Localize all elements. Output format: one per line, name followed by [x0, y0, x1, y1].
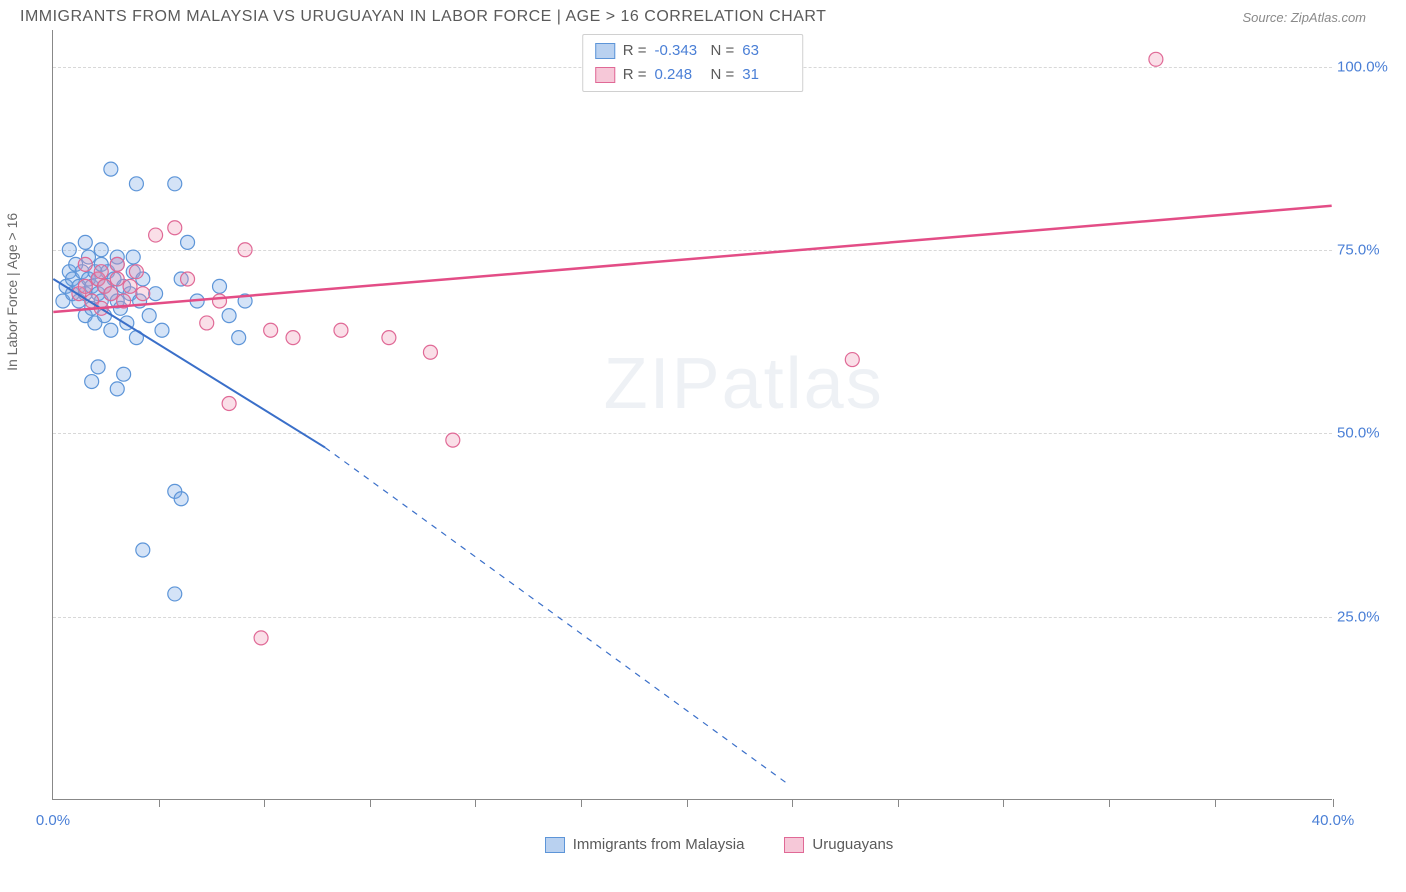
x-tick [898, 799, 899, 807]
scatter-point [168, 177, 182, 191]
scatter-point [238, 243, 252, 257]
scatter-point [168, 587, 182, 601]
x-tick [1003, 799, 1004, 807]
scatter-point [136, 287, 150, 301]
x-tick [1333, 799, 1334, 807]
legend-swatch-icon [595, 43, 615, 59]
chart-header: IMMIGRANTS FROM MALAYSIA VS URUGUAYAN IN… [0, 0, 1406, 30]
scatter-point [78, 279, 92, 293]
x-tick-label: 0.0% [36, 812, 70, 829]
scatter-point [286, 331, 300, 345]
scatter-point [845, 353, 859, 367]
scatter-point [78, 235, 92, 249]
scatter-point [264, 323, 278, 337]
scatter-point [142, 309, 156, 323]
x-tick-label: 40.0% [1312, 812, 1355, 829]
scatter-point [232, 331, 246, 345]
x-tick [581, 799, 582, 807]
scatter-point [149, 287, 163, 301]
scatter-point [136, 543, 150, 557]
x-tick [1109, 799, 1110, 807]
legend-item-label: Immigrants from Malaysia [573, 836, 745, 853]
scatter-point [254, 631, 268, 645]
scatter-point [94, 243, 108, 257]
scatter-point [168, 221, 182, 235]
y-tick-label: 50.0% [1337, 425, 1397, 442]
legend-item: Immigrants from Malaysia [545, 836, 745, 853]
source-attribution: Source: ZipAtlas.com [1242, 10, 1366, 25]
legend-label: N = [711, 63, 735, 87]
scatter-point [213, 279, 227, 293]
legend-row: R = -0.343 N = 63 [595, 39, 791, 63]
scatter-point [423, 345, 437, 359]
series-legend: Immigrants from Malaysia Uruguayans [52, 836, 1386, 853]
x-tick [159, 799, 160, 807]
scatter-svg [53, 30, 1332, 799]
scatter-point [110, 272, 124, 286]
legend-label: R = [623, 63, 647, 87]
scatter-point [91, 360, 105, 374]
legend-value: 0.248 [655, 63, 703, 87]
scatter-point [110, 382, 124, 396]
scatter-point [446, 433, 460, 447]
x-tick [792, 799, 793, 807]
legend-swatch-icon [784, 837, 804, 853]
scatter-point [104, 323, 118, 337]
legend-row: R = 0.248 N = 31 [595, 63, 791, 87]
scatter-point [213, 294, 227, 308]
scatter-point [222, 309, 236, 323]
y-tick-label: 25.0% [1337, 608, 1397, 625]
scatter-point [222, 397, 236, 411]
legend-swatch-icon [595, 67, 615, 83]
trend-line-dashed [325, 447, 788, 784]
legend-item: Uruguayans [784, 836, 893, 853]
legend-value: -0.343 [655, 39, 703, 63]
scatter-point [104, 162, 118, 176]
legend-swatch-icon [545, 837, 565, 853]
scatter-point [78, 257, 92, 271]
scatter-point [117, 367, 131, 381]
plot-area: R = -0.343 N = 63 R = 0.248 N = 31 ZIPat… [52, 30, 1332, 800]
scatter-point [174, 492, 188, 506]
scatter-point [181, 272, 195, 286]
legend-label: N = [711, 39, 735, 63]
scatter-point [181, 235, 195, 249]
scatter-point [104, 287, 118, 301]
y-axis-label: In Labor Force | Age > 16 [4, 212, 20, 370]
scatter-point [200, 316, 214, 330]
scatter-point [1149, 52, 1163, 66]
scatter-point [126, 250, 140, 264]
x-tick [264, 799, 265, 807]
x-tick [687, 799, 688, 807]
y-tick-label: 100.0% [1337, 58, 1397, 75]
x-tick [1215, 799, 1216, 807]
scatter-point [85, 375, 99, 389]
plot-wrapper: R = -0.343 N = 63 R = 0.248 N = 31 ZIPat… [52, 30, 1386, 853]
trend-line [53, 206, 1331, 312]
scatter-point [155, 323, 169, 337]
scatter-point [62, 243, 76, 257]
legend-value: 31 [742, 63, 790, 87]
scatter-point [123, 279, 137, 293]
chart-title: IMMIGRANTS FROM MALAYSIA VS URUGUAYAN IN… [20, 8, 826, 26]
legend-label: R = [623, 39, 647, 63]
scatter-point [149, 228, 163, 242]
y-tick-label: 75.0% [1337, 242, 1397, 259]
scatter-point [334, 323, 348, 337]
scatter-point [94, 265, 108, 279]
scatter-point [382, 331, 396, 345]
chart-container: In Labor Force | Age > 16 R = -0.343 N =… [20, 30, 1386, 853]
legend-item-label: Uruguayans [812, 836, 893, 853]
scatter-point [129, 265, 143, 279]
legend-value: 63 [742, 39, 790, 63]
correlation-legend: R = -0.343 N = 63 R = 0.248 N = 31 [582, 34, 804, 92]
scatter-point [129, 177, 143, 191]
x-tick [475, 799, 476, 807]
scatter-point [110, 257, 124, 271]
x-tick [370, 799, 371, 807]
